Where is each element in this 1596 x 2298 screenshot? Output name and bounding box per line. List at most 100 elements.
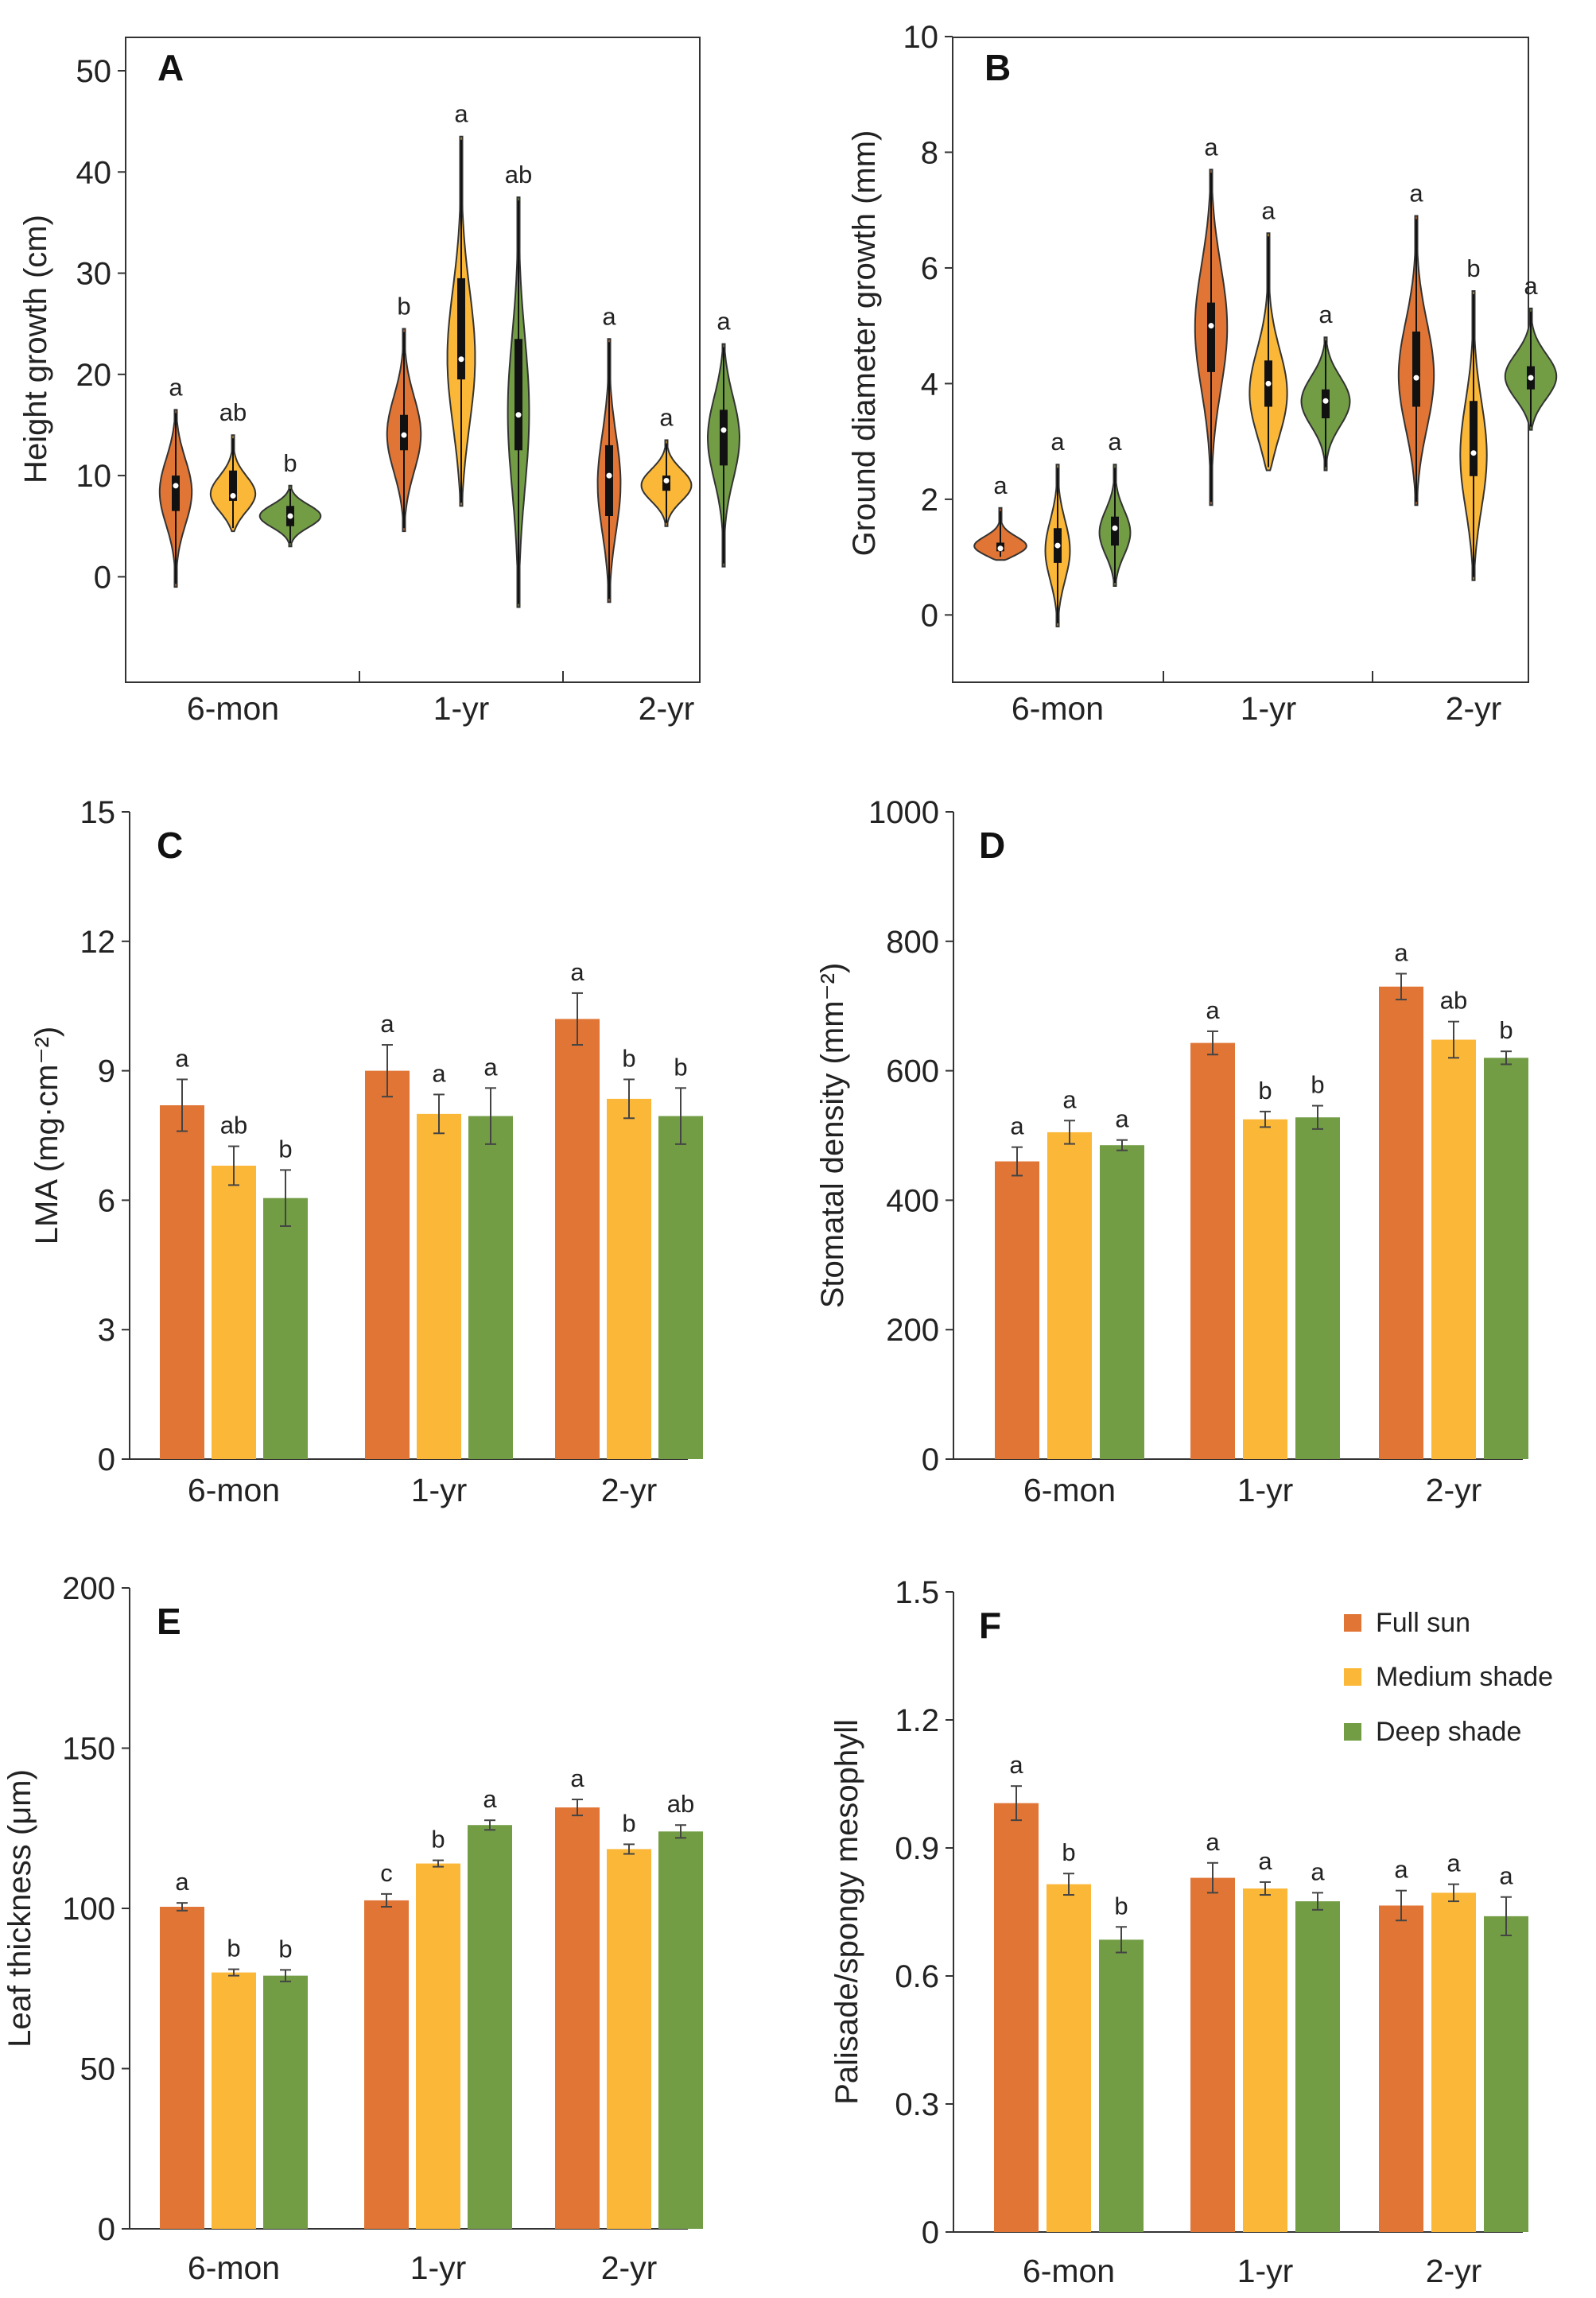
bar-deep_shade-6-mon (263, 1198, 308, 1459)
y-tick-label: 10 (76, 459, 112, 494)
bar-medium_shade-2-yr (1431, 1892, 1476, 2232)
bar-full_sun-2-yr (555, 1807, 600, 2229)
category-label: 1-yr (1237, 1472, 1294, 1508)
y-tick-label: 400 (886, 1183, 939, 1218)
bar-deep_shade-6-mon (263, 1975, 308, 2229)
y-tick-label: 0 (922, 2215, 939, 2250)
significance-letter: ab (667, 1790, 694, 1818)
violin-median (1112, 525, 1118, 531)
significance-letter: b (227, 1935, 240, 1962)
significance-letter: b (397, 293, 410, 320)
category-label: 6-mon (187, 690, 279, 727)
violin-median (1413, 375, 1419, 381)
bar-medium_shade-2-yr (1431, 1039, 1476, 1459)
significance-letter: a (483, 1053, 498, 1081)
category-label: 1-yr (410, 2249, 467, 2286)
bar-medium_shade-6-mon (1047, 1884, 1091, 2232)
panel-label: E (157, 1601, 181, 1642)
significance-letter: a (1499, 1862, 1513, 1890)
significance-letter: b (278, 1135, 292, 1163)
significance-letter: b (1311, 1071, 1324, 1099)
category-label: 6-mon (1012, 690, 1104, 727)
bar-full_sun-6-mon (160, 1906, 204, 2229)
legend-swatch (1344, 1723, 1361, 1741)
significance-letter: b (1258, 1077, 1272, 1104)
y-tick-label: 0.3 (895, 2087, 939, 2122)
legend-item-full_sun: Full sun (1344, 1608, 1470, 1638)
significance-letter: a (1206, 1828, 1220, 1856)
significance-letter: a (1394, 939, 1408, 967)
significance-letter: a (1115, 1105, 1129, 1133)
y-tick-label: 4 (921, 367, 938, 402)
legend-item-medium_shade: Medium shade (1344, 1662, 1553, 1692)
violin-median (606, 472, 612, 479)
violin-median (720, 427, 727, 433)
violin-box (605, 444, 613, 516)
y-axis-title: Stomatal density (mm⁻²) (815, 963, 850, 1309)
significance-letter: a (169, 373, 183, 401)
violin-median (173, 483, 179, 489)
y-tick-label: 2 (921, 483, 938, 518)
significance-letter: a (454, 100, 468, 128)
bar-full_sun-6-mon (995, 1161, 1039, 1459)
y-tick-label: 1000 (868, 795, 939, 830)
significance-letter: b (674, 1053, 687, 1081)
bar-deep_shade-2-yr (1484, 1058, 1528, 1459)
significance-letter: a (1108, 428, 1122, 456)
violin-median (287, 513, 293, 519)
significance-letter: a (1446, 1850, 1461, 1877)
category-label: 6-mon (188, 2249, 280, 2286)
bar-medium_shade-1-yr (1243, 1888, 1287, 2232)
bar-medium_shade-6-mon (1047, 1132, 1092, 1459)
bar-deep_shade-1-yr (468, 1116, 513, 1459)
category-label: 2-yr (639, 690, 695, 727)
category-label: 6-mon (188, 1472, 280, 1508)
bar-full_sun-2-yr (555, 1019, 600, 1459)
significance-letter: b (283, 449, 297, 477)
y-tick-label: 12 (80, 925, 116, 960)
y-tick-label: 200 (886, 1313, 939, 1348)
y-tick-label: 0 (98, 2212, 115, 2247)
significance-letter: a (993, 472, 1008, 499)
significance-letter: a (1311, 1857, 1325, 1885)
bar-full_sun-6-mon (994, 1803, 1039, 2232)
bar-medium_shade-1-yr (416, 1863, 460, 2229)
significance-letter: a (1009, 1751, 1023, 1779)
violin-box (720, 410, 728, 466)
significance-letter: a (1010, 1112, 1024, 1140)
significance-letter: a (570, 958, 584, 986)
significance-letter: a (1258, 1847, 1272, 1875)
significance-letter: a (570, 1764, 584, 1792)
legend-swatch (1344, 1614, 1361, 1632)
plot-frame (125, 37, 701, 683)
significance-letter: b (1499, 1016, 1513, 1044)
significance-letter: a (175, 1044, 189, 1072)
bar-medium_shade-6-mon (212, 1165, 256, 1459)
bar-deep_shade-2-yr (1484, 1916, 1528, 2232)
y-tick-label: 30 (76, 257, 112, 292)
y-tick-label: 0.9 (895, 1831, 939, 1866)
panel-d: 0 200 400 600 800 1000 Stomatal density (mm⁻²)… (815, 795, 1528, 1508)
y-axis-title: LMA (mg·cm⁻²) (29, 1027, 64, 1244)
y-tick-label: 6 (98, 1183, 115, 1218)
violin-median (1322, 398, 1329, 404)
violin-median (663, 477, 670, 483)
bar-full_sun-1-yr (1190, 1877, 1235, 2232)
significance-letter: a (659, 404, 674, 432)
significance-letter: a (1204, 133, 1218, 161)
significance-letter: a (1062, 1085, 1077, 1113)
significance-letter: b (1062, 1838, 1075, 1866)
y-axis-title: Height growth (cm) (18, 215, 53, 483)
bar-medium_shade-1-yr (1243, 1119, 1287, 1459)
bar-medium_shade-2-yr (607, 1098, 651, 1459)
legend-label: Medium shade (1376, 1662, 1553, 1692)
y-tick-label: 50 (80, 2052, 116, 2087)
bar-full_sun-1-yr (1190, 1042, 1235, 1459)
violin-median (1470, 450, 1477, 456)
category-label: 1-yr (433, 690, 490, 727)
significance-letter: c (380, 1859, 393, 1887)
legend-swatch (1344, 1668, 1361, 1686)
bar-deep_shade-1-yr (1295, 1117, 1340, 1459)
significance-letter: a (1050, 428, 1065, 456)
